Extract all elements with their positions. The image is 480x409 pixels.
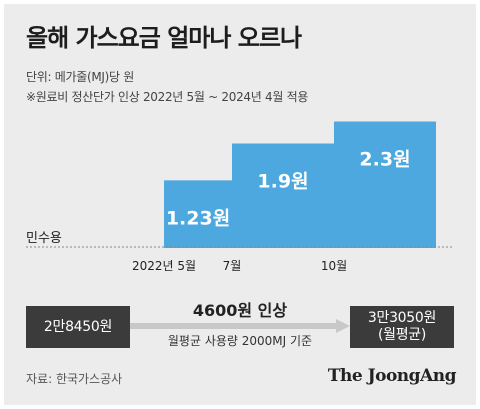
source-note: 자료: 한국가스공사 — [26, 372, 123, 386]
x-tick-label-2: 7월 — [223, 259, 242, 273]
bar-value-label-1: 1.23원 — [166, 207, 230, 229]
bar-3 — [334, 121, 436, 248]
price-after: 3만3050원 — [367, 310, 437, 327]
bar-value-label-2: 1.9원 — [257, 171, 308, 193]
period-note: ※원료비 정산단가 인상 2022년 5월 ~ 2024년 4월 적용 — [26, 90, 309, 104]
price-before: 2만8450원 — [43, 318, 113, 335]
series-label: 민수용 — [26, 231, 62, 246]
bar-1 — [164, 180, 232, 248]
x-tick-label-3: 10월 — [321, 259, 347, 273]
bar-2 — [232, 143, 334, 248]
price-before-box: 2만8450원 — [26, 306, 130, 348]
arrow-icon — [130, 319, 350, 333]
bar-value-label-3: 2.3원 — [359, 149, 410, 171]
usage-basis: 월평균 사용량 2000MJ 기준 — [167, 334, 313, 348]
publisher-logo: The JoongAng — [327, 366, 457, 386]
unit-note: 단위: 메가줄(MJ)당 원 — [26, 70, 135, 84]
increase-amount: 4600원 인상 — [192, 301, 288, 320]
price-after-box: 3만3050원 (월평균) — [350, 306, 454, 348]
price-after-note: (월평균) — [377, 327, 427, 343]
x-tick-label-1: 2022년 5월 — [132, 259, 196, 273]
chart-title: 올해 가스요금 얼마나 오르나 — [26, 24, 302, 52]
